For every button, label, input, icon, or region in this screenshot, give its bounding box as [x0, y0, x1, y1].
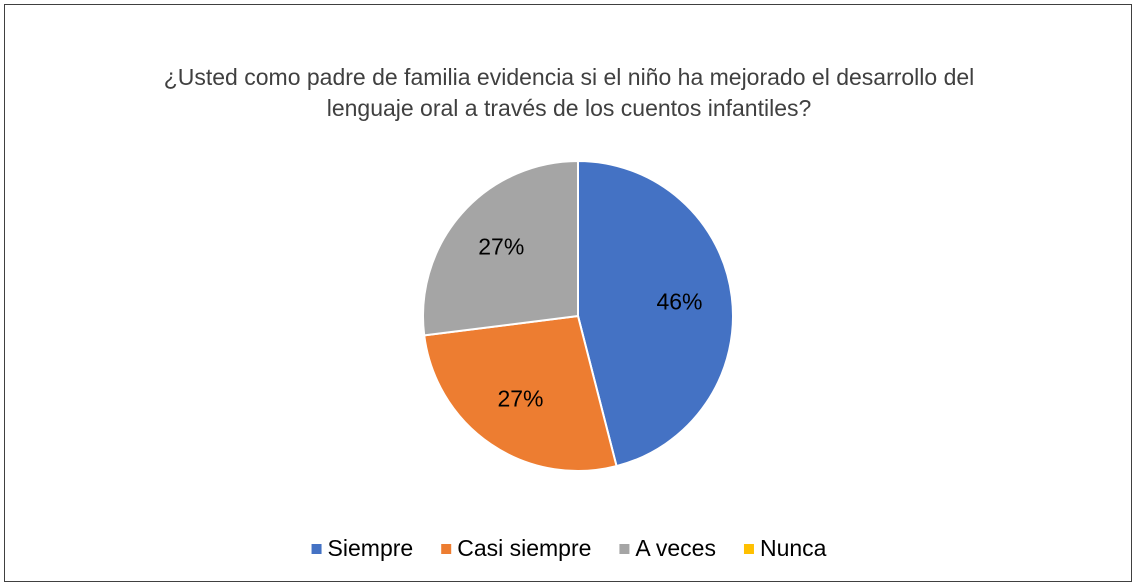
legend-swatch — [311, 544, 322, 554]
chart-border — [4, 4, 1132, 582]
legend-label: Casi siempre — [457, 535, 591, 561]
pie-slice — [422, 159, 579, 337]
data-label: 46% — [656, 288, 702, 314]
legend-swatch — [441, 544, 452, 554]
legend-label: A veces — [635, 535, 716, 561]
data-label: 27% — [478, 233, 524, 259]
legend-swatch — [619, 544, 630, 554]
legend-swatch — [743, 544, 754, 554]
legend-label: Siempre — [328, 535, 414, 561]
pie-slice — [577, 159, 734, 468]
data-label: 27% — [497, 386, 543, 412]
pie-slice — [423, 314, 618, 472]
legend-label: Nunca — [760, 535, 827, 561]
chart-title: ¿Usted como padre de familia evidencia s… — [163, 64, 975, 121]
